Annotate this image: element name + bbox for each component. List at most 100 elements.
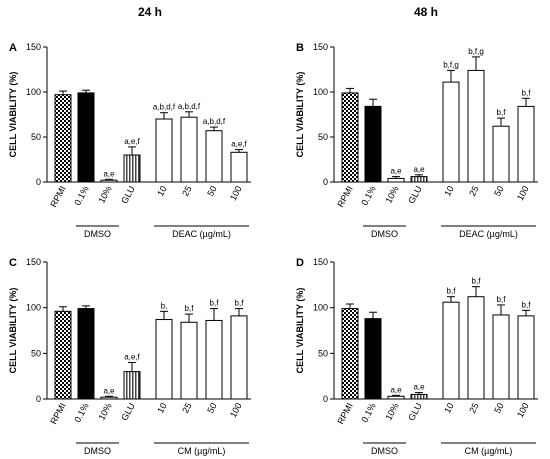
significance-label: a,e: [390, 385, 402, 394]
significance-label: a,e: [413, 165, 425, 174]
significance-label: a,b,d,f: [153, 103, 176, 112]
group-label: DEAC (µg/mL): [459, 229, 518, 239]
significance-label: b,f: [497, 295, 507, 304]
bar: [123, 154, 141, 183]
significance-label: a,e: [413, 383, 425, 392]
panel-a: A 0 50 100 150 CELL VIABILITY (%) RPMI 0.1% a,e 1…: [8, 42, 251, 239]
significance-label: a,e: [103, 169, 115, 178]
column-title-48h: 48 h: [414, 5, 438, 19]
x-tick-label: RPMI: [48, 401, 67, 426]
bar: [364, 318, 382, 400]
panel-letter: C: [9, 257, 17, 269]
x-tick-label: 10: [442, 184, 456, 198]
significance-label: b,f: [210, 299, 220, 308]
significance-label: b,f: [522, 88, 532, 97]
x-tick-label: GLU: [119, 401, 137, 422]
y-tick-label: 0: [323, 394, 328, 404]
y-tick-label: 0: [323, 177, 328, 187]
x-tick-label: 25: [467, 401, 481, 415]
bar: [180, 321, 198, 400]
y-tick-label: 50: [31, 132, 41, 142]
x-tick-label: 100: [228, 401, 244, 419]
significance-label: a,b,d,f: [178, 102, 201, 111]
bar: [155, 118, 173, 183]
bar: [364, 105, 382, 183]
y-axis-label: CELL VIABILITY (%): [295, 288, 305, 374]
x-tick-label: 10%: [383, 184, 400, 205]
x-tick-label: 50: [492, 401, 506, 415]
x-tick-label: 0.1%: [72, 401, 90, 424]
bar: [77, 92, 95, 183]
bar: [442, 301, 460, 400]
y-tick-label: 50: [31, 348, 41, 358]
panel-letter: D: [296, 257, 304, 269]
significance-label: a,e,f: [124, 137, 140, 146]
x-tick-label: GLU: [406, 184, 424, 205]
x-tick-label: 10%: [96, 184, 113, 205]
bar: [100, 179, 118, 183]
bar: [205, 130, 223, 183]
x-tick-label: 100: [515, 401, 531, 419]
panel-c: C 0 50 100 150 CELL VIABILITY (%) RPMI 0.1% a,e 1…: [8, 257, 251, 456]
x-tick-label: 25: [180, 184, 194, 198]
y-tick-label: 150: [313, 42, 328, 52]
bar: [77, 308, 95, 400]
x-tick-label: 25: [467, 184, 481, 198]
x-tick-label: GLU: [119, 184, 137, 205]
y-tick-label: 0: [36, 177, 41, 187]
panel-letter: B: [296, 42, 304, 54]
x-tick-label: GLU: [406, 401, 424, 422]
group-label: DEAC (µg/mL): [172, 229, 231, 239]
group-label: CM (µg/mL): [178, 446, 226, 456]
bar: [517, 315, 535, 400]
y-tick-label: 50: [318, 348, 328, 358]
x-tick-label: 50: [205, 184, 219, 198]
y-axis-label: CELL VIABILITY (%): [8, 72, 18, 158]
significance-label: b,f: [235, 299, 245, 308]
significance-label: a,e,f: [231, 140, 247, 149]
bar: [410, 176, 428, 183]
x-tick-label: 100: [228, 184, 244, 202]
bar: [341, 92, 359, 183]
y-tick-label: 150: [26, 257, 41, 267]
y-tick-label: 50: [318, 132, 328, 142]
bar: [230, 315, 248, 400]
bar: [155, 319, 173, 400]
x-tick-label: 0.1%: [72, 184, 90, 207]
significance-label: a,b,d,f: [203, 117, 226, 126]
y-axis-label: CELL VIABILITY (%): [295, 72, 305, 158]
group-label: DMSO: [84, 446, 111, 456]
x-tick-label: 10: [155, 401, 169, 415]
x-tick-label: 50: [205, 401, 219, 415]
group-label: DMSO: [371, 446, 398, 456]
x-tick-label: 0.1%: [359, 184, 377, 207]
significance-label: b,f: [185, 304, 195, 313]
x-tick-label: 10%: [96, 401, 113, 422]
bar: [492, 125, 510, 183]
significance-label: a,e,f: [124, 352, 140, 361]
column-title-24h: 24 h: [138, 5, 162, 19]
y-tick-label: 100: [313, 303, 328, 313]
x-tick-label: RPMI: [335, 401, 354, 426]
significance-label: b,f: [447, 287, 457, 296]
group-label: CM (µg/mL): [465, 446, 513, 456]
y-axis-label: CELL VIABILITY (%): [8, 288, 18, 374]
bar: [180, 116, 198, 183]
bar: [341, 308, 359, 400]
significance-label: a,e: [103, 386, 115, 395]
x-tick-label: RPMI: [335, 184, 354, 209]
significance-label: b,f,g: [443, 60, 459, 69]
x-tick-label: 10%: [383, 401, 400, 422]
bar: [123, 371, 141, 400]
significance-label: b,f: [472, 277, 482, 286]
panel-d: D 0 50 100 150 CELL VIABILITY (%) RPMI 0.1% a,e 1…: [295, 257, 538, 456]
bar: [467, 69, 485, 183]
significance-label: b,f: [522, 300, 532, 309]
bar: [205, 319, 223, 400]
bar: [410, 393, 428, 400]
y-tick-label: 150: [313, 257, 328, 267]
y-tick-label: 0: [36, 394, 41, 404]
bar: [54, 310, 72, 400]
bar: [54, 94, 72, 183]
